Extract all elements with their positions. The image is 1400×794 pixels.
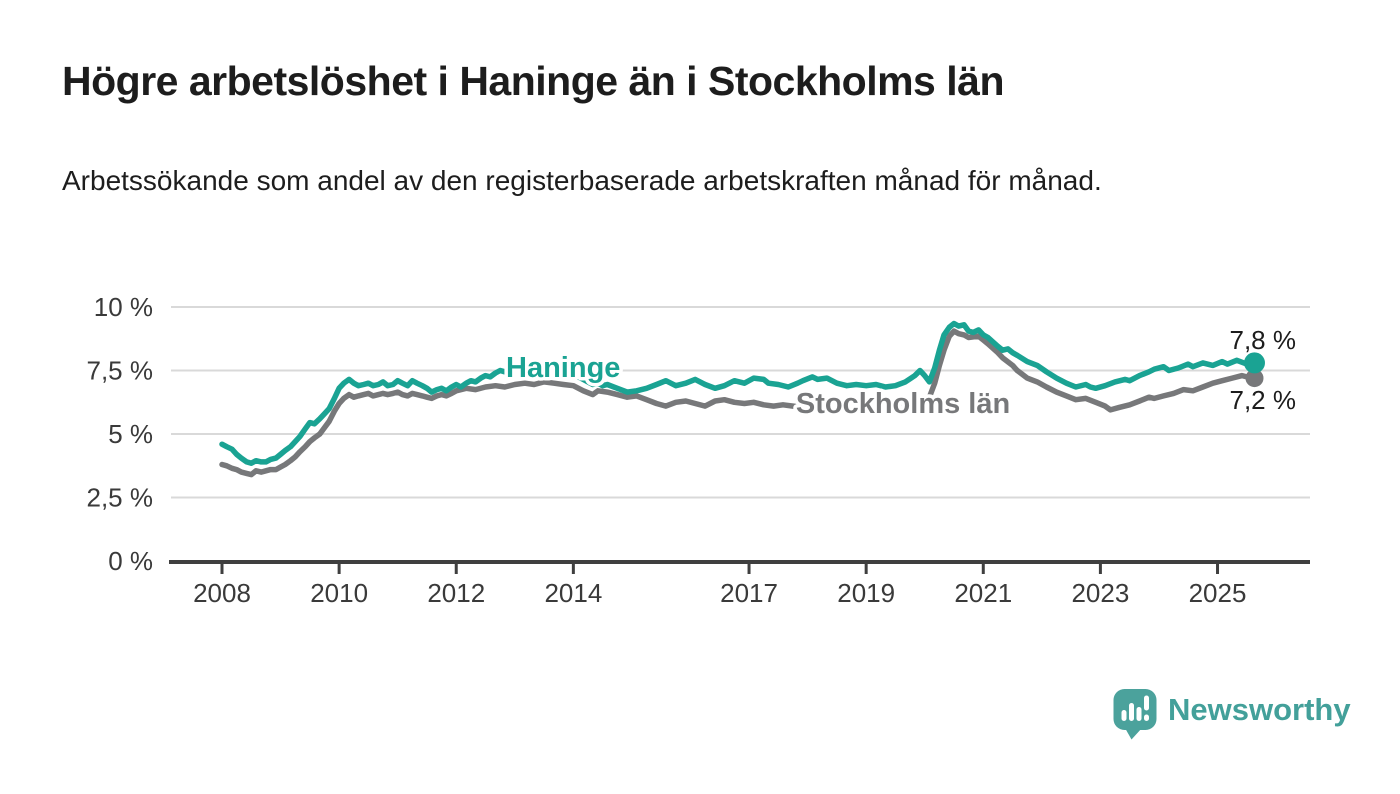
x-tick-label: 2008 xyxy=(193,578,251,608)
page-title: Högre arbetslöshet i Haninge än i Stockh… xyxy=(62,58,1004,104)
x-tick-label: 2014 xyxy=(544,578,602,608)
y-tick-label: 2,5 % xyxy=(87,483,154,513)
series-line-stockholms-lan xyxy=(219,328,1255,478)
exclamation-stem xyxy=(1144,695,1149,711)
newsworthy-logo: Newsworthy xyxy=(1113,688,1351,740)
bar-short xyxy=(1121,710,1127,721)
end-value-label: 7,2 % xyxy=(1229,385,1296,415)
x-tick-label: 2023 xyxy=(1071,578,1129,608)
page-subtitle: Arbetssökande som andel av den registerb… xyxy=(62,165,1102,196)
x-tick-label: 2021 xyxy=(954,578,1012,608)
series-label: Haninge xyxy=(506,352,620,384)
x-tick-label: 2012 xyxy=(427,578,485,608)
newsworthy-icon xyxy=(1113,689,1157,740)
x-tick-label: 2025 xyxy=(1189,578,1247,608)
bar-medium xyxy=(1136,707,1142,721)
x-tick-label: 2017 xyxy=(720,578,778,608)
newsworthy-wordmark: Newsworthy xyxy=(1168,692,1351,727)
y-tick-label: 10 % xyxy=(94,292,153,322)
series-end-dot-haninge xyxy=(1243,352,1265,374)
end-value-label: 7,8 % xyxy=(1229,325,1296,355)
y-tick-label: 7,5 % xyxy=(87,356,154,386)
y-tick-label: 5 % xyxy=(108,419,153,449)
x-tick-label: 2019 xyxy=(837,578,895,608)
speech-bubble-tail xyxy=(1125,728,1142,740)
bar-tall xyxy=(1129,703,1134,721)
exclamation-dot xyxy=(1144,714,1149,721)
series-label: Stockholms län xyxy=(796,388,1010,420)
series-line-haninge xyxy=(219,320,1255,466)
y-tick-label: 0 % xyxy=(108,546,153,576)
series-end-dot-stockholms-lan xyxy=(1245,369,1264,388)
x-tick-label: 2010 xyxy=(310,578,368,608)
